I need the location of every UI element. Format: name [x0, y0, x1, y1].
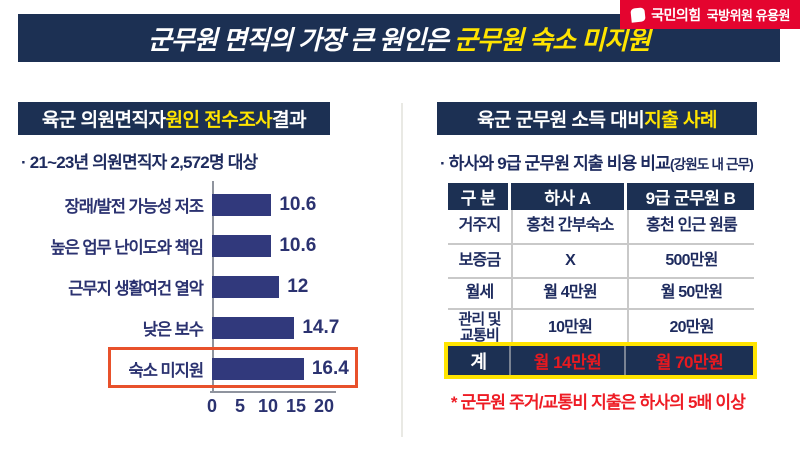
- chart-category-label: 낮은 보수: [142, 320, 204, 339]
- chart-x-ticks: 0 5 10 15 20: [20, 393, 380, 417]
- chart-bar: [212, 275, 280, 298]
- panel-divider: [401, 103, 403, 437]
- main-title: 군무원 면직의 가장 큰 원인은 군무원 숙소 미지원: [148, 20, 651, 57]
- member-name: 국방위원 유용원: [706, 8, 791, 23]
- table-cell: X: [511, 243, 627, 277]
- left-title-suffix: 결과: [272, 110, 307, 131]
- chart-row: 장래/발전 가능성 저조 10.6: [20, 184, 380, 225]
- chart-x-tick: 10: [257, 396, 279, 416]
- total-value-a: 월 14만원: [509, 346, 624, 375]
- right-subtitle-paren: (강원도 내 근무): [669, 157, 754, 172]
- left-title-prefix: 육군 의원면직자: [41, 110, 166, 131]
- total-value-b: 월 70만원: [624, 346, 753, 375]
- table-cell: 10만원: [511, 308, 627, 346]
- right-title-prefix: 육군 군무원 소득 대비: [477, 110, 645, 131]
- chart-row: 높은 업무 난이도와 책임 10.6: [20, 225, 380, 266]
- right-subtitle-main: · 하사와 9급 군무원 지출 비용 비교: [440, 154, 671, 173]
- chart-row: 근무지 생활여건 열악 12: [20, 266, 380, 307]
- chart-value-label: 14.7: [302, 316, 340, 338]
- table-cell: 홍천 인근 원룸: [627, 210, 754, 243]
- chart-value-label: 10.6: [279, 193, 317, 215]
- chart-highlight-box: [108, 347, 358, 388]
- party-name: 국민의힘: [651, 6, 701, 23]
- table-cell: 월세: [448, 277, 511, 308]
- right-section-title: 육군 군무원 소득 대비 지출 사례: [437, 102, 757, 135]
- right-title-highlight: 지출 사례: [644, 110, 717, 131]
- chart-value-label: 10.6: [279, 234, 317, 256]
- table-cell: 20만원: [627, 308, 754, 346]
- chart-x-tick: 15: [285, 396, 307, 416]
- chart-bar: [212, 193, 272, 216]
- expense-table-total-row: 계 월 14만원 월 70만원: [444, 342, 757, 379]
- table-cell: 보증금: [448, 243, 511, 277]
- chart-category-label: 근무지 생활여건 열악: [68, 279, 204, 298]
- chart-value-label: 16.4: [311, 357, 349, 379]
- chart-row: 숙소 미지원 16.4: [20, 347, 380, 389]
- table-header-cell: 하사 A: [511, 183, 627, 210]
- chart-x-tick: 20: [313, 396, 335, 416]
- left-section-title: 육군 의원면직자 원인 전수조사 결과: [18, 102, 330, 135]
- total-label: 계: [470, 351, 487, 372]
- chart-bar: [212, 316, 295, 339]
- chart-bar: [212, 234, 272, 257]
- chart-row: 낮은 보수 14.7: [20, 307, 380, 348]
- right-subtitle: · 하사와 9급 군무원 지출 비용 비교(강원도 내 근무): [440, 149, 754, 174]
- bar-chart-rows: 장래/발전 가능성 저조 10.6 높은 업무 난이도와 책임 10.6 근무지 생활여…: [20, 181, 380, 392]
- chart-x-axis-line: [210, 391, 336, 393]
- chart-category-label: 숙소 미지원: [128, 361, 204, 380]
- chart-bar: [212, 357, 304, 380]
- left-title-highlight: 원인 전수조사: [165, 110, 273, 131]
- table-header-cell: 9급 군무원 B: [627, 183, 754, 210]
- bar-chart: 장래/발전 가능성 저조 10.6 높은 업무 난이도와 책임 10.6 근무지 생활여…: [20, 181, 380, 417]
- main-title-prefix: 군무원 면직의 가장 큰 원인은: [148, 24, 455, 55]
- chart-category-label: 높은 업무 난이도와 책임: [50, 238, 204, 257]
- table-cell: 월 4만원: [511, 277, 627, 308]
- speech-bubble-icon: [630, 6, 646, 23]
- footnote: * 군무원 주거/교통비 지출은 하사의 5배 이상: [450, 393, 746, 412]
- table-cell: 관리 및 교통비: [448, 308, 511, 346]
- table-cell: 홍천 간부숙소: [511, 210, 627, 243]
- party-badge: 국민의힘 국방위원 유용원: [620, 0, 800, 29]
- table-cell: 거주지: [458, 217, 502, 235]
- chart-category-label: 장래/발전 가능성 저조: [64, 197, 204, 216]
- table-header-cell: 구 분: [448, 183, 511, 210]
- chart-x-tick: 0: [206, 396, 218, 416]
- chart-value-label: 12: [287, 275, 309, 297]
- main-title-highlight: 군무원 숙소 미지원: [454, 24, 651, 55]
- chart-x-tick: 5: [234, 396, 246, 416]
- table-cell: 월 50만원: [627, 277, 754, 308]
- left-subtitle: · 21~23년 의원면직자 2,572명 대상: [21, 153, 258, 172]
- table-cell: 500만원: [627, 243, 754, 277]
